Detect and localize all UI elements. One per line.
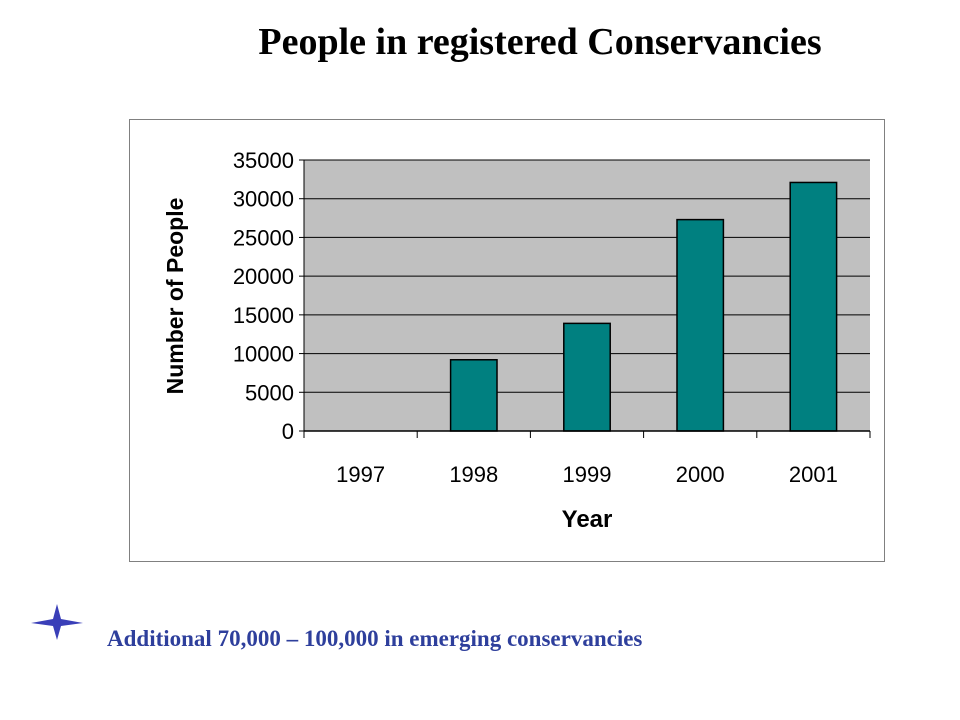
bar-2000: [676, 218, 725, 432]
y-tick-label: 0: [282, 419, 294, 444]
y-tick-label: 30000: [233, 187, 294, 212]
x-tick-label: 2000: [676, 462, 725, 487]
bar-1999: [563, 322, 611, 432]
x-tick-label: 1999: [563, 462, 612, 487]
y-tick-labels: 0 5000 10000 15000 20000 25000 30000 35000: [233, 148, 304, 444]
footer-note: Additional 70,000 – 100,000 in emerging …: [107, 626, 643, 651]
x-tick-label: 1997: [336, 462, 385, 487]
y-tick-label: 5000: [245, 380, 294, 405]
y-tick-label: 25000: [233, 225, 294, 250]
chart-area: 0 5000 10000 15000 20000 25000 30000 35000 1997…: [129, 119, 885, 562]
x-axis-label: Year: [562, 506, 613, 533]
y-axis-label: Number of People: [162, 198, 188, 395]
bar-chart: 0 5000 10000 15000 20000 25000 30000 35000 1997…: [162, 148, 871, 533]
slide-title: People in registered Conservancies: [258, 21, 822, 63]
x-tick-labels: 1997 1998 1999 2000 2001: [303, 431, 871, 487]
x-tick-label: 1998: [449, 462, 498, 487]
y-tick-label: 10000: [233, 342, 294, 367]
x-tick-label: 2001: [789, 462, 838, 487]
four-point-star-icon: [31, 604, 83, 640]
y-tick-label: 20000: [233, 264, 294, 289]
bar-2001: [789, 181, 838, 432]
bar-1998: [449, 359, 498, 432]
y-tick-label: 15000: [233, 303, 294, 328]
y-tick-label: 35000: [233, 148, 294, 173]
